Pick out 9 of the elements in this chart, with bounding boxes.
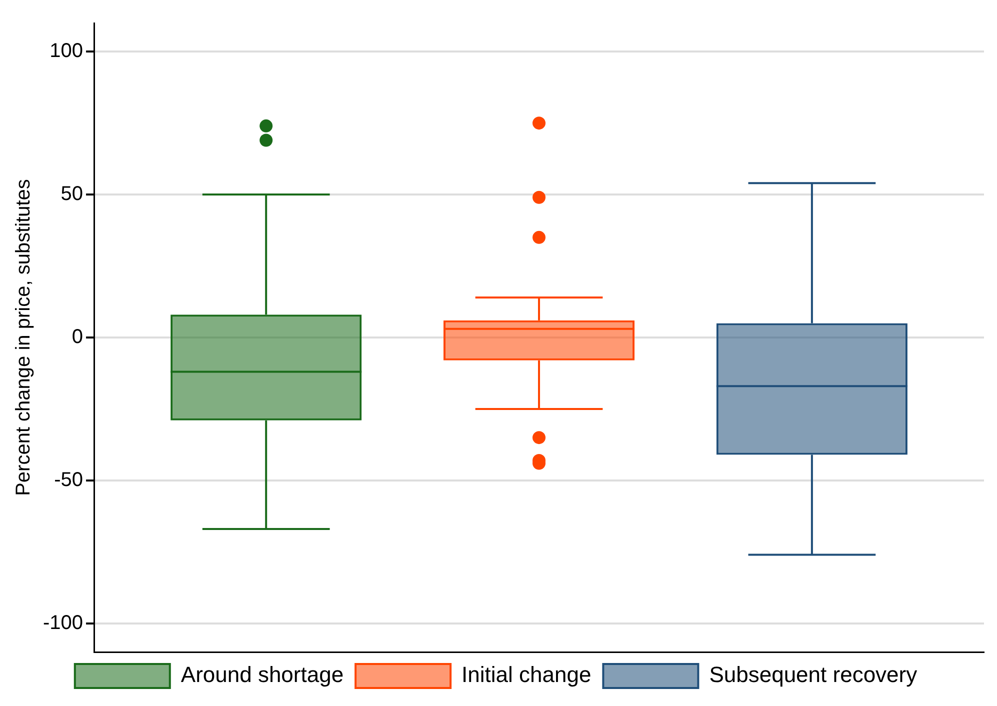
y-tick-label: 50 [60, 183, 84, 206]
legend-label: Subsequent recovery [709, 662, 918, 688]
y-tick-label: -50 [54, 468, 84, 491]
y-axis-title: Percent change in price, substitutes [12, 179, 35, 496]
y-tick-label: 100 [50, 40, 84, 62]
y-tick-label: -100 [43, 612, 84, 634]
legend-label: Initial change [462, 662, 592, 688]
legend-label: Around shortage [180, 662, 344, 688]
y-tick-label: 0 [72, 326, 84, 348]
